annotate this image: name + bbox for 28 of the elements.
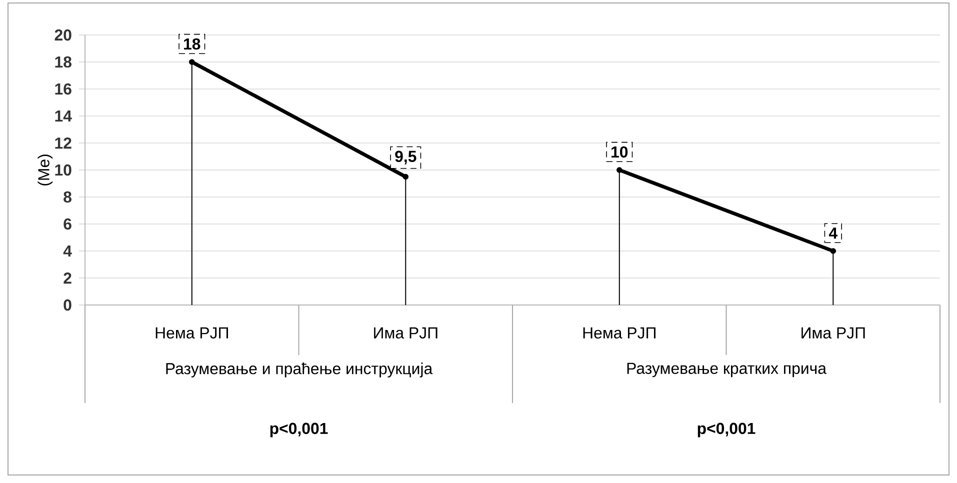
x-tick-label: Има РЈП: [374, 327, 438, 339]
y-tick-label: 0: [64, 299, 72, 311]
data-label: 18: [184, 38, 200, 50]
data-label: 4: [828, 228, 838, 239]
y-tick-label: 2: [64, 272, 72, 284]
point: [402, 174, 409, 180]
point: [830, 248, 836, 254]
x-tick-label: Нема РЈП: [156, 327, 228, 339]
y-tick-label: 20: [54, 29, 72, 41]
y-tick-label: 12: [55, 137, 72, 149]
point: [188, 59, 195, 65]
y-tick-label: 6: [64, 218, 72, 230]
y-tick-label: 16: [55, 83, 72, 95]
data-label: 10: [612, 146, 628, 158]
text: Разумевање кратких прича: [627, 362, 826, 378]
text: Разумевање и праћење инструкција: [166, 362, 433, 378]
y-axis-title: (Me): [38, 154, 53, 186]
x-tick-label: Има РЈП: [802, 327, 865, 339]
text: p<0,001: [270, 422, 328, 438]
y-tick-label: 8: [64, 191, 72, 203]
text: p<0,001: [698, 422, 756, 438]
point: [616, 167, 622, 173]
data-label: 9,5: [395, 150, 416, 164]
y-tick-label: 4: [63, 246, 72, 256]
x-tick-label: Нема РЈП: [583, 327, 656, 339]
y-tick-label: 18: [55, 56, 72, 68]
y-tick-label: 14: [55, 110, 72, 122]
y-tick-label: 10: [55, 164, 72, 176]
